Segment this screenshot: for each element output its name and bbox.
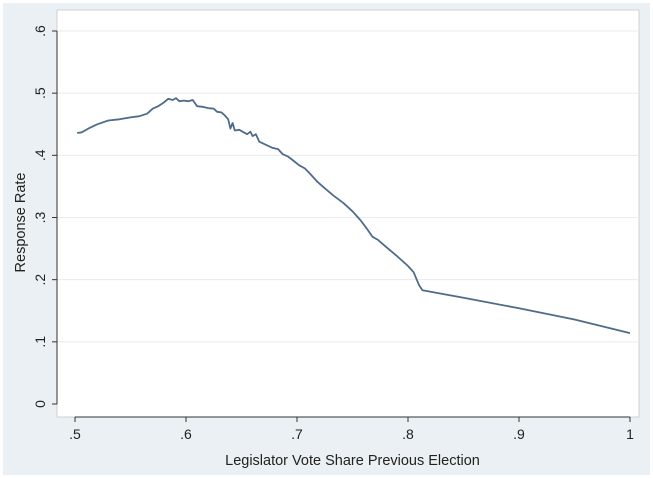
gridlines: [57, 30, 639, 343]
x-tick-label: .9: [513, 426, 525, 442]
x-tick-label: .7: [291, 426, 303, 442]
x-tick-label: .8: [402, 426, 414, 442]
x-axis-label: Legislator Vote Share Previous Election: [225, 453, 480, 469]
y-tick-label: 0: [32, 400, 48, 408]
x-tick-label: .5: [69, 426, 81, 442]
series-line: [77, 97, 631, 334]
y-tick-label: .6: [32, 25, 48, 37]
x-tick-label: .6: [180, 426, 192, 442]
y-tick-label: .4: [32, 149, 48, 161]
y-tick-label: .2: [32, 274, 48, 286]
axes: 0 .1 .2 .3 .4 .5 .6 .5 .6 .7 .8 .9 1: [32, 25, 634, 442]
y-axis-label: Response Rate: [13, 173, 29, 273]
y-tick-label: .3: [32, 211, 48, 223]
y-tick-label: .5: [32, 87, 48, 99]
y-tick-label: .1: [32, 336, 48, 348]
x-tick-label: 1: [626, 426, 634, 442]
plot-area: [56, 9, 640, 418]
series-group: [77, 97, 631, 334]
